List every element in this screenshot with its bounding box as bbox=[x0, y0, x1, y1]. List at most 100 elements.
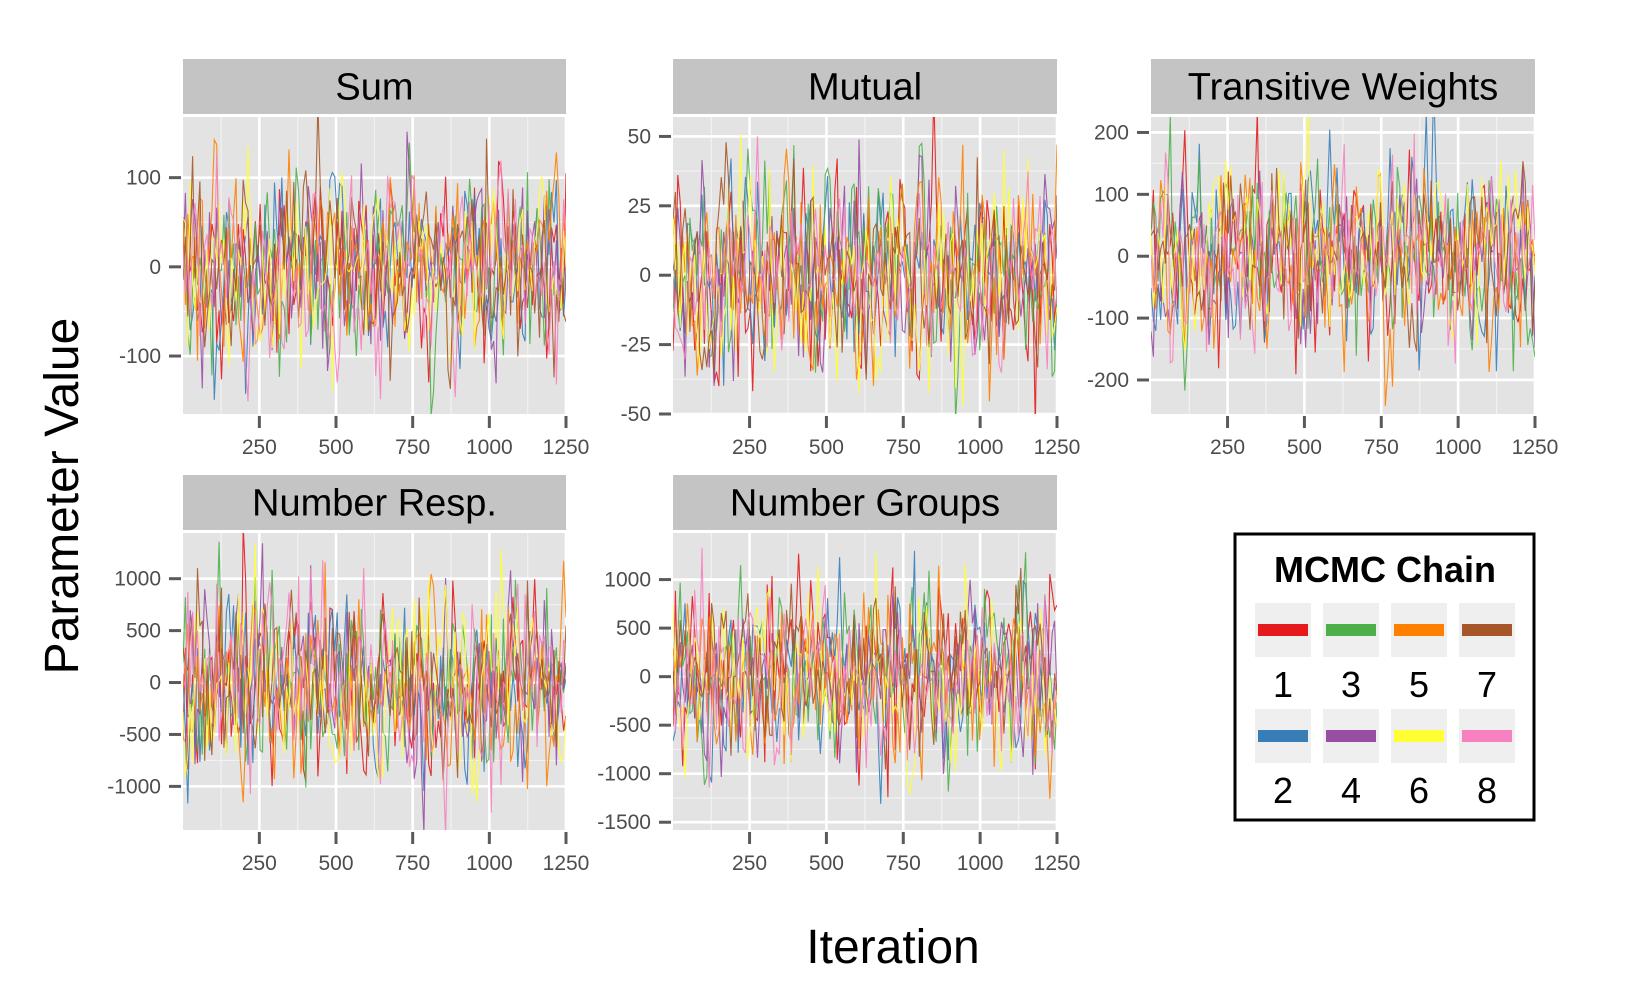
panel-number-groups-x-tick-label: 250 bbox=[732, 852, 767, 875]
panel-mutual-traces bbox=[673, 117, 1057, 414]
panel-sum-traces bbox=[183, 117, 566, 414]
panel-transitive-weights-y-tick-label: 100 bbox=[1094, 183, 1129, 206]
legend-entry-5: 5 bbox=[1391, 603, 1447, 705]
panel-number-groups-x-tick-label: 500 bbox=[809, 852, 844, 875]
panel-number-groups-series-chain-5 bbox=[673, 565, 1057, 799]
panel-number-groups-y-tick-label: -1000 bbox=[597, 763, 651, 786]
legend-label: 1 bbox=[1273, 664, 1293, 705]
legend-entry-7: 7 bbox=[1459, 603, 1515, 705]
panel-sum: Sum -100 0 100 250 500 750 1000 1250 bbox=[119, 59, 589, 459]
panel-number-resp-traces bbox=[183, 533, 566, 830]
legend-label: 3 bbox=[1341, 664, 1361, 705]
legend-title: MCMC Chain bbox=[1274, 549, 1496, 590]
panel-mutual-y-tick-label: 0 bbox=[639, 264, 651, 287]
panel-sum-title: Sum bbox=[335, 67, 413, 109]
panel-transitive-weights: Transitive Weights -200 -100 0 100 200 250 500 7… bbox=[1087, 59, 1558, 459]
panel-number-resp-y-tick-label: 500 bbox=[126, 620, 161, 643]
panel-mutual-x-tick-label: 1000 bbox=[957, 436, 1004, 459]
panel-number-resp-y-tick-label: 1000 bbox=[114, 568, 161, 591]
panel-number-resp-x-tick-label: 1250 bbox=[543, 852, 590, 875]
panel-transitive-weights-x-tick-label: 750 bbox=[1364, 436, 1399, 459]
legend-entry-2: 2 bbox=[1255, 709, 1311, 811]
panel-mutual-strip bbox=[673, 59, 1057, 114]
panel-transitive-weights-series-chain-6 bbox=[1151, 117, 1535, 351]
panel-transitive-weights-strip bbox=[1151, 59, 1535, 114]
legend-label: 2 bbox=[1273, 770, 1293, 811]
panel-transitive-weights-title: Transitive Weights bbox=[1188, 67, 1498, 109]
panel-mutual-x-tick-label: 750 bbox=[886, 436, 921, 459]
panel-mutual-x-tick-label: 250 bbox=[732, 436, 767, 459]
panel-number-resp: Number Resp. -1000 -500 0 500 1000 250 500 750 10… bbox=[107, 475, 589, 875]
panel-transitive-weights-traces bbox=[1151, 117, 1535, 406]
panel-mutual-x-tick-label: 1250 bbox=[1034, 436, 1081, 459]
panel-number-resp-strip bbox=[183, 475, 566, 530]
panel-number-groups-x-tick-label: 1250 bbox=[1034, 852, 1081, 875]
legend-box bbox=[1233, 532, 1536, 822]
panel-sum-series-chain-6 bbox=[183, 146, 566, 392]
panel-number-resp-series-chain-7 bbox=[183, 568, 566, 781]
panel-mutual-y-tick-label: -50 bbox=[621, 403, 651, 426]
legend-label: 4 bbox=[1341, 770, 1361, 811]
panel-number-groups-y-tick-label: -1500 bbox=[597, 811, 651, 834]
panel-mutual-series-chain-8 bbox=[673, 136, 1057, 373]
panel-transitive-weights-series-chain-2 bbox=[1151, 117, 1535, 372]
panel-transitive-weights-x-tick-label: 1000 bbox=[1435, 436, 1482, 459]
panel-mutual-y-tick-label: -25 bbox=[621, 334, 651, 357]
panel-transitive-weights-series-chain-3 bbox=[1151, 117, 1535, 391]
panel-transitive-weights-series-chain-8 bbox=[1151, 133, 1535, 365]
panel-transitive-weights-y-tick-label: 200 bbox=[1094, 121, 1129, 144]
panel-number-groups-y-tick-label: 1000 bbox=[604, 569, 651, 592]
panel-number-groups-title: Number Groups bbox=[730, 483, 1000, 525]
panel-sum-series-chain-1 bbox=[183, 160, 566, 383]
panel-sum-x-tick-label: 1250 bbox=[543, 436, 590, 459]
legend-entry-4: 4 bbox=[1323, 709, 1379, 811]
panel-number-resp-x-tick-label: 500 bbox=[318, 852, 353, 875]
panel-number-groups-strip bbox=[673, 475, 1057, 530]
panel-number-groups-traces bbox=[673, 547, 1057, 804]
panel-transitive-weights-x-tick-label: 250 bbox=[1210, 436, 1245, 459]
panel-number-resp-y-tick-label: -1000 bbox=[107, 775, 161, 798]
panel-sum-y-tick-label: -100 bbox=[119, 345, 161, 368]
panel-transitive-weights-series-chain-7 bbox=[1151, 161, 1535, 352]
x-axis-title: Iteration bbox=[806, 921, 979, 974]
panel-sum-y-tick-label: 0 bbox=[149, 256, 161, 279]
legend-label: 5 bbox=[1409, 664, 1429, 705]
legend-label: 8 bbox=[1477, 770, 1497, 811]
legend-entry-6: 6 bbox=[1391, 709, 1447, 811]
panel-number-resp-y-tick-label: -500 bbox=[119, 723, 161, 746]
panel-transitive-weights-x-tick-label: 1250 bbox=[1512, 436, 1559, 459]
panel-sum-x-tick-label: 500 bbox=[318, 436, 353, 459]
panel-number-groups-x-tick-label: 750 bbox=[886, 852, 921, 875]
panel-sum-x-tick-label: 750 bbox=[395, 436, 430, 459]
panel-transitive-weights-y-tick-label: 0 bbox=[1117, 245, 1129, 268]
panel-number-resp-x-tick-label: 1000 bbox=[466, 852, 513, 875]
panel-sum-y-tick-label: 100 bbox=[126, 167, 161, 190]
panel-number-groups-series-chain-8 bbox=[673, 547, 1057, 788]
panel-number-resp-series-chain-8 bbox=[183, 560, 566, 830]
legend-label: 7 bbox=[1477, 664, 1497, 705]
legend-entry-3: 3 bbox=[1323, 603, 1379, 705]
panel-number-groups-x-tick-label: 1000 bbox=[957, 852, 1004, 875]
panel-sum-strip bbox=[183, 59, 566, 114]
panel-mutual-x-tick-label: 500 bbox=[809, 436, 844, 459]
panel-sum-x-tick-label: 1000 bbox=[466, 436, 513, 459]
panel-transitive-weights-y-tick-label: -200 bbox=[1087, 369, 1129, 392]
panel-mutual-y-tick-label: 25 bbox=[628, 195, 651, 218]
panel-number-groups-y-tick-label: 0 bbox=[639, 666, 651, 689]
panel-number-resp-y-tick-label: 0 bbox=[149, 672, 161, 695]
panel-sum-x-tick-label: 250 bbox=[242, 436, 277, 459]
panel-number-resp-title: Number Resp. bbox=[252, 483, 497, 525]
legend-label: 6 bbox=[1409, 770, 1429, 811]
panel-mutual: Mutual -50 -25 0 25 50 250 500 750 1000 1250 bbox=[621, 59, 1081, 459]
y-axis-title: Parameter Value bbox=[36, 318, 89, 675]
panel-transitive-weights-x-tick-label: 500 bbox=[1287, 436, 1322, 459]
panel-mutual-y-tick-label: 50 bbox=[628, 125, 651, 148]
panel-number-groups: Number Groups -1500 -1000 -500 0 500 1000 250 50… bbox=[597, 475, 1080, 875]
panel-number-groups-y-tick-label: -500 bbox=[609, 714, 651, 737]
legend: MCMC Chain 1 2 3 4 5 6 7 8 bbox=[1233, 532, 1536, 822]
panel-number-resp-x-tick-label: 750 bbox=[395, 852, 430, 875]
panel-sum-series-chain-8 bbox=[183, 153, 566, 402]
panel-number-groups-y-tick-label: 500 bbox=[616, 617, 651, 640]
legend-entry-1: 1 bbox=[1255, 603, 1311, 705]
